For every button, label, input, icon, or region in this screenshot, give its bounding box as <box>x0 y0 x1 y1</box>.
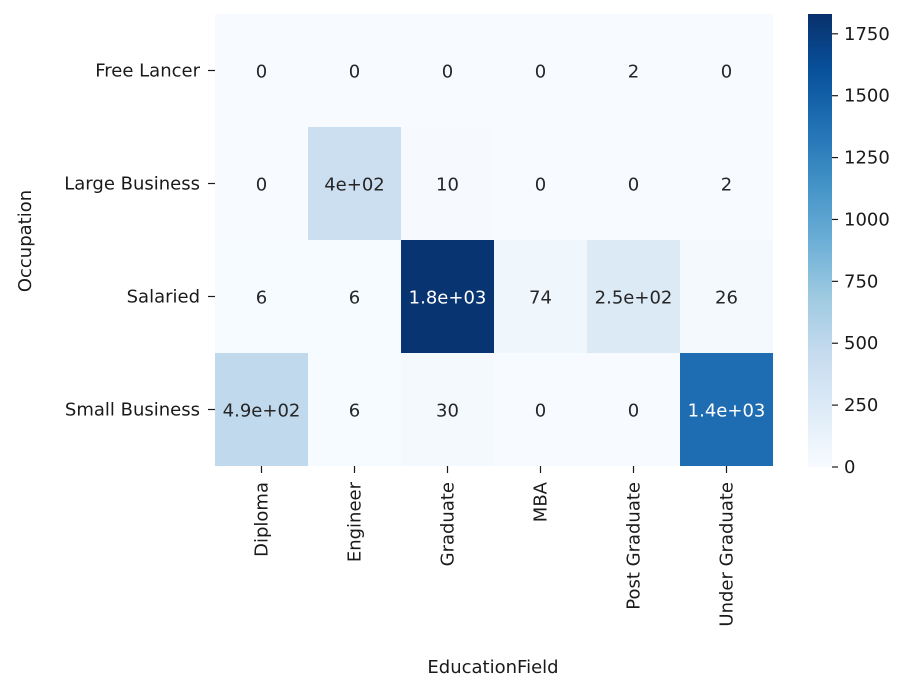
heatmap-cell <box>680 14 773 127</box>
colorbar-ticks: 0 250 500 750 1000 1250 1500 1750 <box>832 24 890 478</box>
heatmap-cell <box>308 14 401 127</box>
x-axis-label: EducationField <box>427 657 558 678</box>
cell-value-label: 6 <box>349 401 360 422</box>
heatmap-cell <box>308 127 401 240</box>
heatmap-cell <box>308 240 401 353</box>
heatmap-cell-labels: 0 0 0 0 2 00 4e+02 10 0 0 26 6 1.8e+03 74 2.5e+02 264.9… <box>223 62 766 422</box>
x-tick-label: Post Graduate <box>624 482 645 610</box>
heatmap-cell <box>587 353 680 466</box>
x-axis-ticks: Diploma Engineer Graduate MBA Post Graduate U… <box>252 466 738 627</box>
cell-value-label: 2 <box>721 175 732 196</box>
x-tick-label: MBA <box>531 481 552 522</box>
cell-value-label: 0 <box>535 175 546 196</box>
cell-value-label: 10 <box>436 175 459 196</box>
heatmap-cell <box>215 14 308 127</box>
heatmap-cell <box>587 14 680 127</box>
cell-value-label: 2.5e+02 <box>595 288 673 309</box>
cell-value-label: 74 <box>529 288 552 309</box>
heatmap-cell <box>680 353 773 466</box>
heatmap-cell <box>401 127 494 240</box>
cell-value-label: 0 <box>628 175 639 196</box>
heatmap-cell <box>215 127 308 240</box>
cell-value-label: 0 <box>628 401 639 422</box>
colorbar-tick-label: 1750 <box>844 24 890 45</box>
heatmap-cell <box>401 14 494 127</box>
heatmap-cell <box>494 353 587 466</box>
x-tick-label: Diploma <box>252 482 273 557</box>
heatmap-cell <box>680 240 773 353</box>
heatmap-cell <box>401 353 494 466</box>
heatmap-cell <box>494 240 587 353</box>
cell-value-label: 1.4e+03 <box>688 401 766 422</box>
cell-value-label: 6 <box>256 288 267 309</box>
colorbar-tick-label: 1250 <box>844 148 890 169</box>
cell-value-label: 30 <box>436 401 459 422</box>
colorbar <box>808 14 832 467</box>
heatmap-cell <box>587 127 680 240</box>
colorbar-tick-label: 1000 <box>844 209 890 230</box>
cell-value-label: 2 <box>628 62 639 83</box>
y-tick-label: Free Lancer <box>95 61 200 82</box>
cell-value-label: 0 <box>256 62 267 83</box>
cell-value-label: 4.9e+02 <box>223 401 301 422</box>
y-axis-ticks: Free Lancer Large Business Salaried Small B… <box>64 61 215 421</box>
heatmap-cell <box>308 353 401 466</box>
heatmap-cell <box>587 240 680 353</box>
cell-value-label: 26 <box>715 288 738 309</box>
cell-value-label: 0 <box>721 62 732 83</box>
y-tick-label: Salaried <box>127 287 200 308</box>
cell-value-label: 0 <box>349 62 360 83</box>
cell-value-label: 0 <box>535 401 546 422</box>
y-tick-label: Large Business <box>64 174 200 195</box>
colorbar-tick-label: 750 <box>844 271 878 292</box>
heatmap-cell <box>494 14 587 127</box>
heatmap-cells <box>215 14 773 466</box>
y-tick-label: Small Business <box>65 400 200 421</box>
x-tick-label: Graduate <box>438 482 459 566</box>
heatmap-cell <box>215 240 308 353</box>
x-tick-label: Engineer <box>345 481 366 562</box>
cell-value-label: 1.8e+03 <box>409 288 487 309</box>
cell-value-label: 6 <box>349 288 360 309</box>
colorbar-tick-label: 250 <box>844 395 878 416</box>
x-tick-label: Under Graduate <box>717 482 738 627</box>
heatmap-cell <box>680 127 773 240</box>
cell-value-label: 4e+02 <box>324 175 385 196</box>
cell-value-label: 0 <box>442 62 453 83</box>
heatmap-cell <box>494 127 587 240</box>
colorbar-tick-label: 0 <box>844 457 855 478</box>
colorbar-tick-label: 1500 <box>844 86 890 107</box>
heatmap-cell <box>401 240 494 353</box>
colorbar-tick-label: 500 <box>844 333 878 354</box>
cell-value-label: 0 <box>535 62 546 83</box>
y-axis-label: Occupation <box>15 190 36 292</box>
heatmap-cell <box>215 353 308 466</box>
cell-value-label: 0 <box>256 175 267 196</box>
